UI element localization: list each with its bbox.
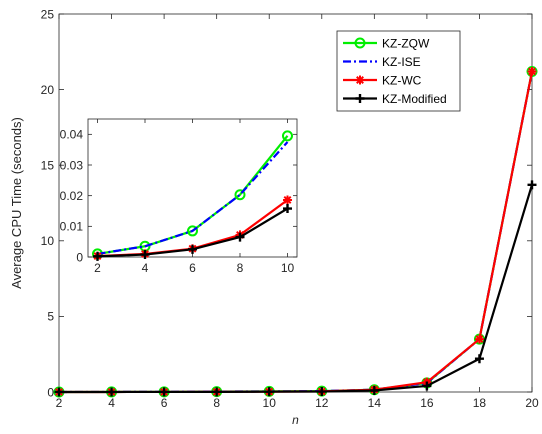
point-marker (234, 189, 246, 201)
inset-plot-area (88, 119, 297, 257)
y-axis-label: Average CPU Time (seconds) (9, 117, 24, 289)
inset-axes: 2 4 6 8 10 0 0.01 0.02 0.03 0.04 (60, 118, 298, 275)
x-tick-label: 20 (525, 396, 539, 410)
y-tick-label: 5 (47, 310, 54, 324)
point-marker (140, 250, 150, 260)
point-marker (54, 387, 64, 397)
point-marker (93, 251, 102, 261)
legend-label: KZ-ISE (382, 55, 421, 69)
inset-series-kz-modified (93, 204, 292, 261)
x-tick-label: 16 (420, 396, 434, 410)
y-tick-label: 10 (41, 234, 55, 248)
series-line (58, 184, 534, 394)
point-marker (317, 387, 327, 397)
x-tick-label: 12 (315, 396, 329, 410)
inset-y-tick-label: 0.04 (60, 128, 84, 142)
point-marker (369, 385, 379, 395)
x-tick-label: 14 (368, 396, 382, 410)
point-marker (527, 66, 537, 76)
inset-series-kz-ise (97, 141, 289, 256)
series-kz-modified (54, 180, 537, 397)
point-marker (187, 225, 198, 237)
x-tick-label: 10 (263, 396, 277, 410)
point-marker (107, 387, 117, 397)
inset-axes-frame (87, 118, 298, 258)
y-tick-label: 25 (41, 7, 55, 21)
x-tick-label: 2 (56, 396, 63, 410)
point-marker (283, 195, 292, 205)
point-marker (282, 130, 293, 142)
x-tick-label: 4 (108, 396, 115, 410)
inset-y-tick-label: 0.02 (60, 189, 84, 203)
point-marker (264, 387, 274, 397)
inset-y-tick-label: 0.03 (60, 158, 84, 172)
y-tick-label: 0 (47, 385, 54, 399)
y-tick-label: 20 (41, 83, 55, 97)
point-marker (355, 75, 365, 85)
y-tick-label: 15 (41, 159, 55, 173)
point-marker (188, 244, 197, 254)
point-marker (235, 232, 245, 242)
inset-x-tick-label: 4 (142, 261, 149, 275)
point-marker (283, 204, 292, 214)
x-tick-label: 18 (473, 396, 487, 410)
legend-label: KZ-Modified (382, 92, 447, 106)
point-marker (212, 387, 222, 397)
point-marker (474, 354, 484, 364)
legend: KZ-ZQW KZ-ISE KZ-WC KZ-Modified (336, 30, 461, 112)
legend-label: KZ-ZQW (382, 37, 430, 51)
legend-label: KZ-WC (382, 74, 422, 88)
inset-x-tick-label: 10 (281, 261, 295, 275)
inset-x-tick-label: 2 (94, 261, 101, 275)
point-marker (354, 37, 366, 49)
point-marker (159, 387, 169, 397)
x-tick-label: 8 (213, 396, 220, 410)
x-axis-label: n (292, 413, 299, 427)
point-marker (355, 94, 365, 103)
point-marker (527, 180, 537, 190)
point-marker (474, 334, 484, 344)
point-marker (422, 381, 432, 391)
inset-x-tick-label: 8 (237, 261, 244, 275)
inset-series-line (97, 141, 289, 256)
inset-y-tick-label: 0 (76, 250, 83, 264)
inset-y-tick-label: 0.01 (60, 220, 84, 234)
inset-x-tick-label: 6 (189, 261, 196, 275)
x-tick-label: 6 (161, 396, 168, 410)
